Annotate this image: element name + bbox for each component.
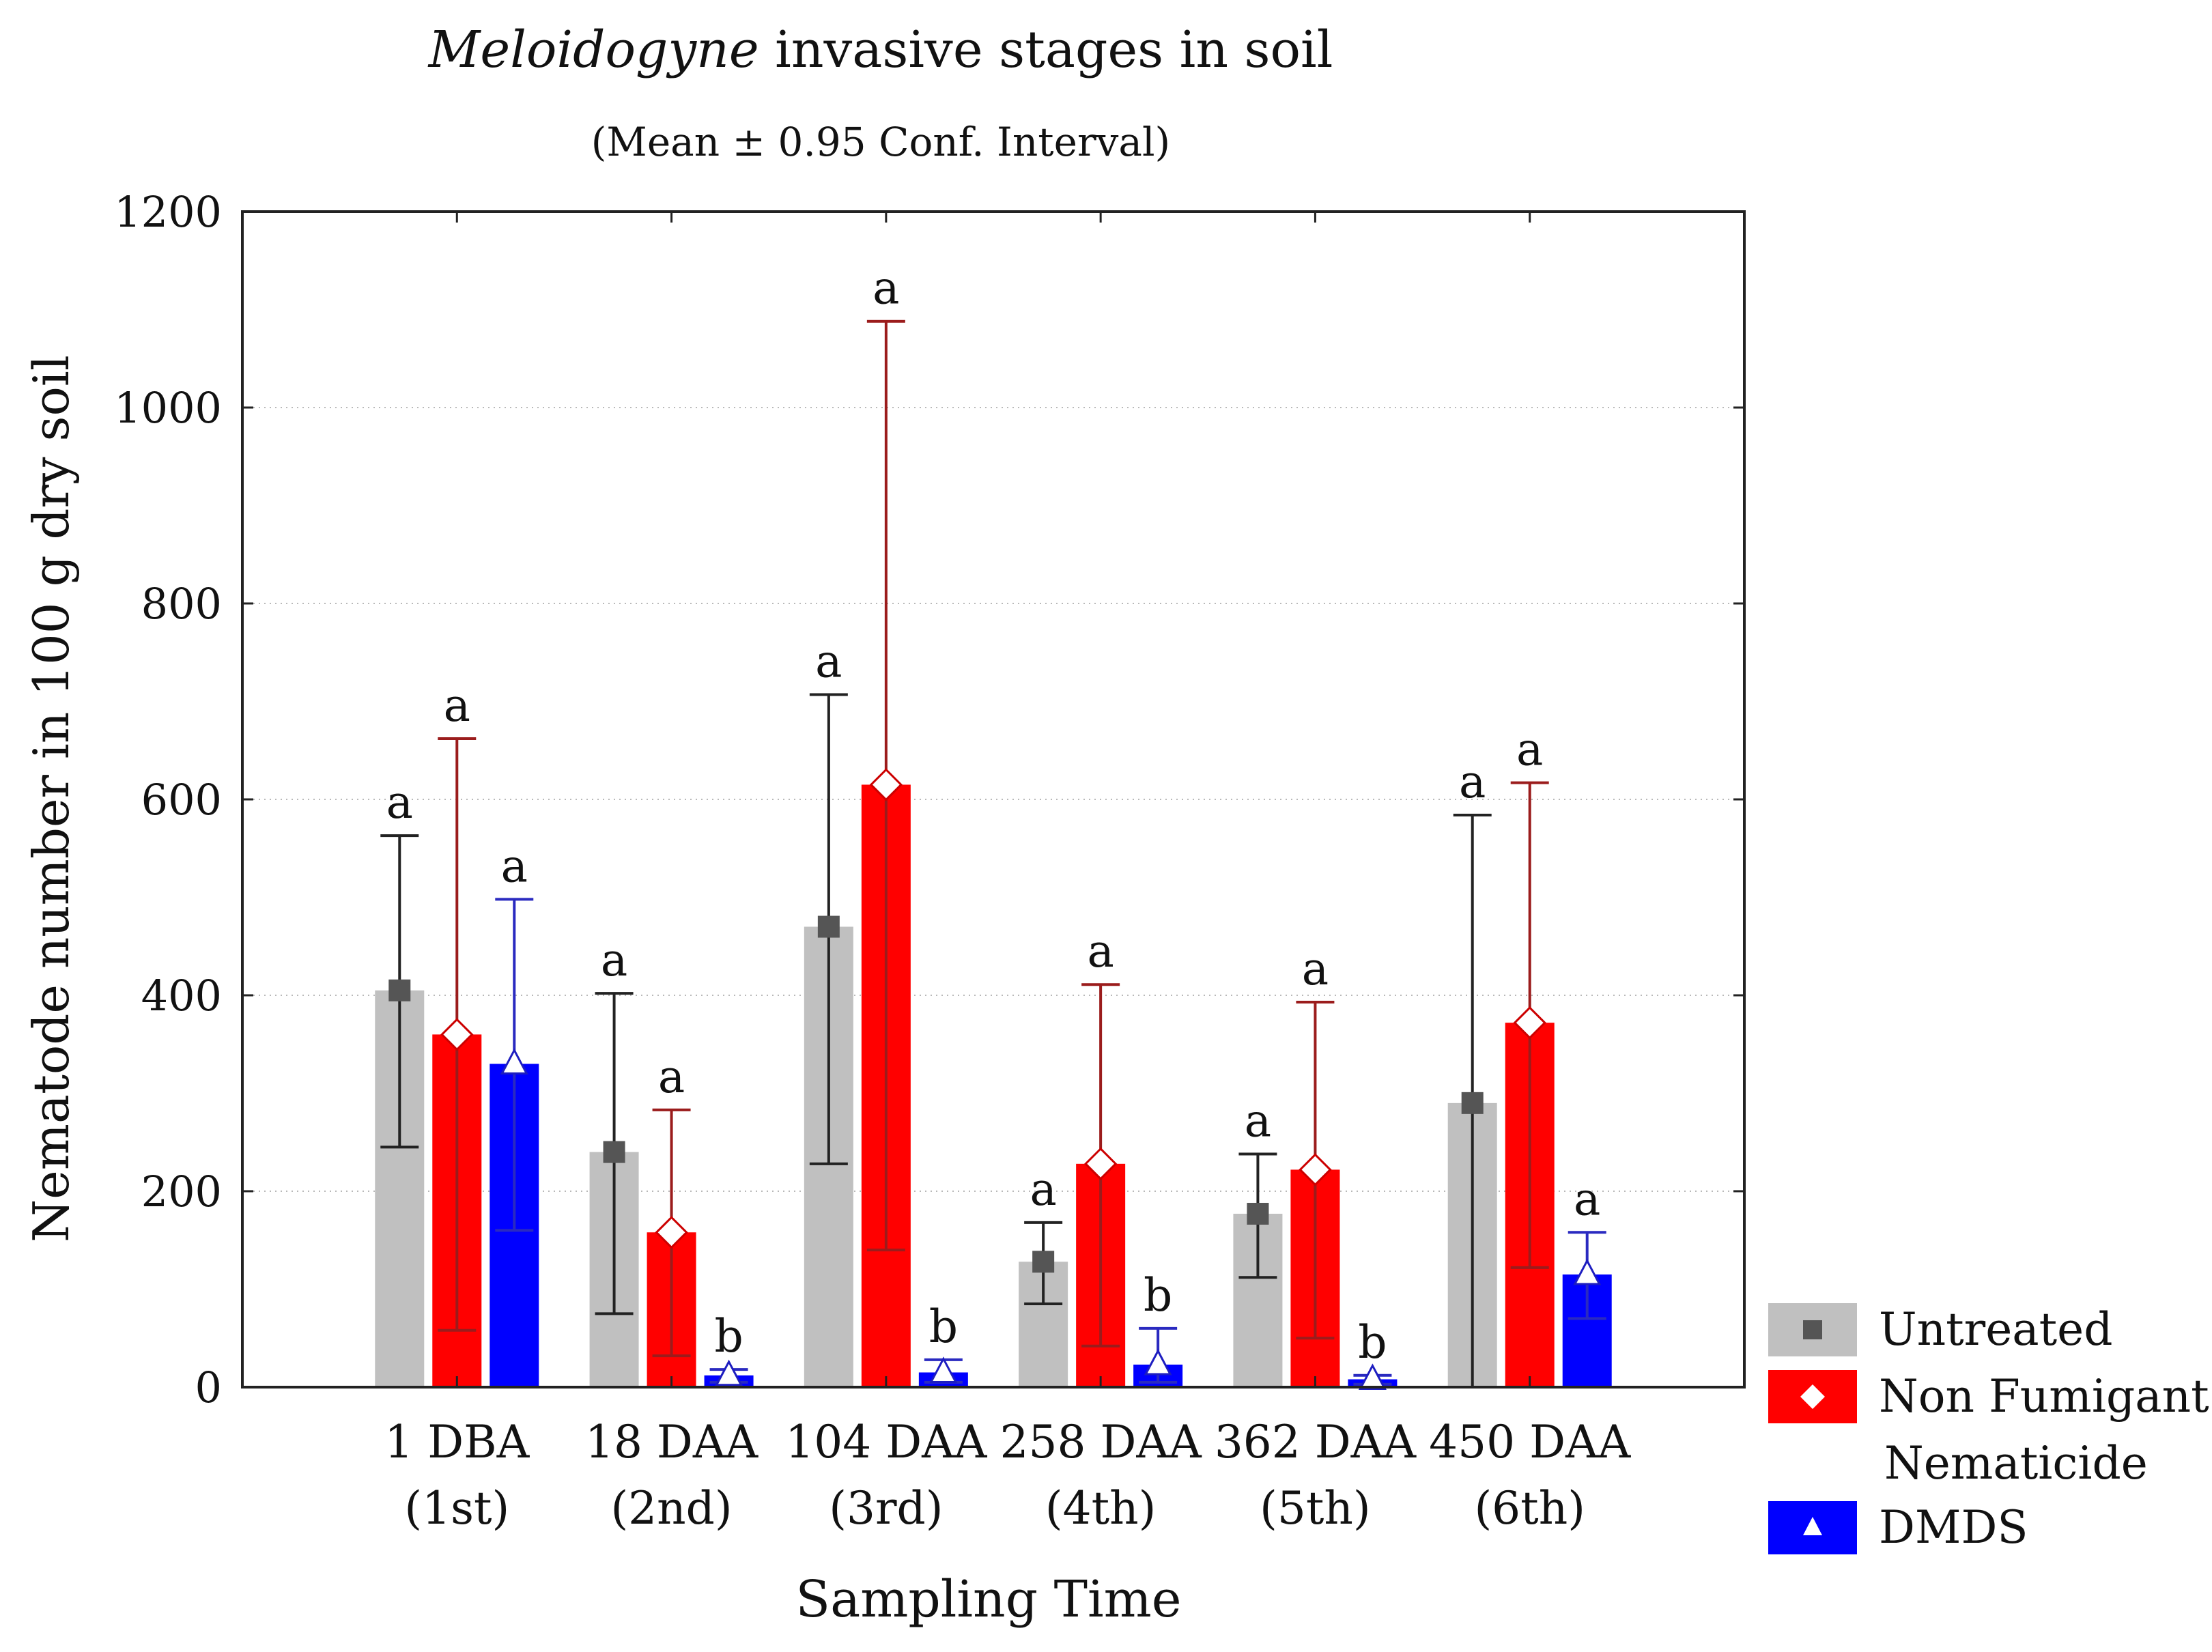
x-tick-sublabel: (1st) (404, 1482, 509, 1535)
significance-letter: a (601, 934, 627, 986)
significance-letter: b (714, 1310, 743, 1363)
x-tick-sublabel: (3rd) (829, 1482, 943, 1535)
x-tick-label: 18 DAA (585, 1416, 759, 1468)
y-tick-label: 1200 (114, 187, 222, 237)
mean-marker (603, 1141, 625, 1163)
significance-letter: a (815, 635, 842, 687)
mean-marker (869, 768, 903, 801)
significance-letter: a (501, 840, 528, 892)
significance-letter: a (444, 679, 470, 732)
x-tick-label: 1 DBA (384, 1416, 530, 1468)
chart-title-italic: Meloidogyne (427, 20, 759, 79)
y-tick-label: 600 (141, 775, 222, 825)
significance-letter: a (1302, 943, 1329, 995)
x-tick-label: 450 DAA (1429, 1416, 1632, 1468)
error-bars (380, 319, 1606, 1388)
significance-letter: a (658, 1051, 685, 1103)
mean-marker (1084, 1147, 1118, 1180)
x-tick-sublabel: (4th) (1045, 1482, 1157, 1535)
significance-letter: a (873, 262, 899, 315)
mean-marker (655, 1216, 688, 1249)
significance-letter: a (1245, 1094, 1271, 1147)
chart-subtitle: (Mean ± 0.95 Conf. Interval) (591, 119, 1170, 165)
mean-marker (715, 1359, 743, 1386)
significance-letter: b (1144, 1269, 1172, 1322)
mean-marker (440, 1018, 474, 1051)
mean-markers (388, 768, 1602, 1391)
significance-letter: a (1574, 1173, 1600, 1225)
x-tick-label: 104 DAA (785, 1416, 988, 1468)
significance-letter: a (1087, 925, 1114, 978)
y-tick-label: 0 (195, 1363, 222, 1412)
x-tick-sublabel: (5th) (1260, 1482, 1371, 1535)
chart-title-rest: invasive stages in soil (759, 20, 1333, 79)
mean-marker (1247, 1203, 1269, 1225)
y-axis-label: Nematode number in 100 g dry soil (23, 355, 80, 1242)
legend: Untreated Non Fumigant Nematicide DMDS (1768, 1303, 2209, 1554)
mean-marker (388, 979, 411, 1001)
x-tick-sublabel: (2nd) (610, 1482, 732, 1535)
y-tick-label: 1000 (114, 383, 222, 433)
y-tick-labels: 0 200 400 600 800 1000 1200 (114, 187, 222, 1412)
bars (375, 784, 1612, 1387)
mean-marker (929, 1356, 958, 1383)
y-tick-label: 800 (141, 579, 222, 629)
legend-label: DMDS (1879, 1501, 2028, 1554)
legend-marker (1803, 1320, 1822, 1339)
mean-marker (1573, 1258, 1602, 1285)
significance-letter: a (1516, 724, 1543, 776)
significance-letter: b (1358, 1316, 1387, 1369)
significance-letter: a (386, 776, 413, 829)
x-tick-label: 362 DAA (1215, 1416, 1417, 1468)
legend-label: Nematicide (1884, 1437, 2148, 1490)
mean-marker (500, 1048, 528, 1074)
mean-marker (817, 915, 840, 938)
axis-ticks (242, 210, 1744, 1388)
significance-letter: a (1030, 1163, 1056, 1216)
mean-marker (1144, 1348, 1172, 1376)
mean-marker (1461, 1092, 1484, 1114)
legend-label: Untreated (1879, 1303, 2112, 1356)
legend-label: Non Fumigant (1879, 1370, 2209, 1423)
significance-letter: b (929, 1300, 958, 1353)
legend-marker (1800, 1384, 1825, 1409)
mean-marker (1299, 1153, 1332, 1186)
mean-marker (1358, 1363, 1387, 1391)
legend-marker (1803, 1517, 1822, 1535)
y-tick-label: 400 (141, 971, 222, 1021)
chart-title: Meloidogyne invasive stages in soil (427, 20, 1333, 79)
mean-marker (1513, 1006, 1546, 1040)
y-tick-label: 200 (141, 1167, 222, 1216)
x-axis-label: Sampling Time (795, 1570, 1181, 1629)
x-tick-labels: 1 DBA (1st) 18 DAA (2nd) 104 DAA (3rd) 258 DAA… (384, 1416, 1631, 1535)
x-tick-label: 258 DAA (1000, 1416, 1203, 1468)
mean-marker (1032, 1251, 1055, 1273)
x-tick-sublabel: (6th) (1474, 1482, 1585, 1535)
significance-letter: a (1459, 756, 1486, 808)
